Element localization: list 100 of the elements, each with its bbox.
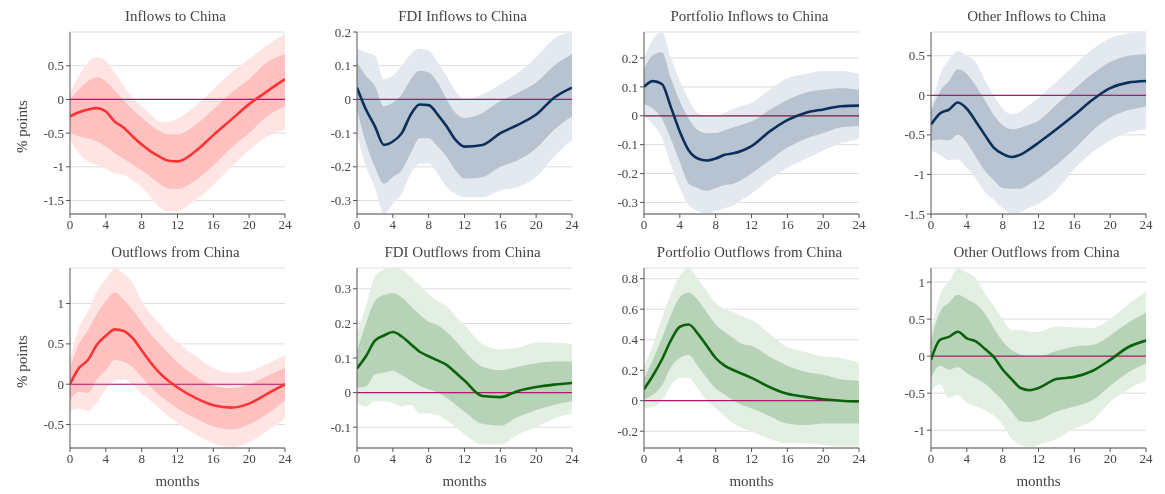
x-tick-label: 8 [712,217,719,233]
x-tick-label: 12 [1032,217,1045,233]
chart-title: Other Outflows from China [952,244,1121,262]
y-tick-label: -1.5 [43,193,64,209]
y-tick-label: 1 [918,274,925,290]
y-tick-label: 0 [344,92,351,108]
x-tick-label: 4 [963,217,971,233]
x-tick-label: 12 [1032,451,1045,467]
x-tick-label: 8 [425,451,432,467]
x-tick-label: 24 [1139,451,1153,467]
x-tick-label: 20 [242,451,256,467]
x-tick-label: 4 [102,217,110,233]
x-tick-label: 16 [780,451,795,467]
x-tick-label: 24 [565,217,579,233]
x-tick-label: 4 [963,451,971,467]
y-tick-label: -1.5 [904,206,925,222]
y-tick-label: 0 [57,92,64,108]
x-tick-label: 8 [138,451,145,467]
y-tick-label: -1 [914,422,925,438]
x-tick-label: 8 [999,451,1006,467]
line-series [931,79,1146,159]
y-tick-label: 0.5 [908,311,925,327]
chart-title: Portfolio Inflows to China [669,8,830,26]
chart-title: FDI Outflows from China [383,244,542,262]
x-tick-label: 24 [1139,217,1153,233]
x-tick-label: 8 [425,217,432,233]
x-tick-label: 20 [529,217,543,233]
x-tick-label: 4 [389,217,397,233]
line-series [644,79,859,162]
y-tick-label: 0 [918,87,925,103]
y-tick-label: -0.3 [617,195,638,211]
y-tick-label: -1 [53,159,64,175]
y-tick-label: 0.2 [621,362,638,378]
y-tick-label: -0.2 [330,159,351,175]
x-tick-label: 24 [852,217,866,233]
chart-title: Portfolio Outflows from China [655,244,844,262]
y-tick-label: 0 [918,348,925,364]
y-tick-label: -0.5 [43,417,64,433]
x-tick-label: 4 [389,451,397,467]
x-tick-label: 16 [493,217,508,233]
x-tick-label: 16 [1067,451,1082,467]
y-tick-label: -0.1 [617,137,638,153]
x-tick-label: 24 [852,451,866,467]
y-tick-label: -0.2 [617,166,638,182]
x-tick-label: 20 [242,217,256,233]
y-tick-label: 0.1 [334,350,351,366]
y-tick-label: 0.2 [334,316,351,331]
x-tick-label: 20 [816,451,830,467]
line-series [357,86,572,148]
x-tick-label: 12 [745,451,758,467]
y-tick-label: 0 [631,108,638,124]
x-tick-label: 20 [1103,451,1117,467]
y-tick-label: 0.3 [334,281,351,297]
y-tick-label: -0.3 [330,193,351,209]
x-axis-title: months [155,473,200,489]
y-tick-label: 0.2 [334,24,351,40]
y-tick-label: 0.5 [47,336,64,352]
x-tick-label: 12 [171,217,184,233]
x-tick-label: 16 [1067,217,1082,233]
x-tick-label: 12 [458,217,471,233]
y-tick-label: 0.2 [621,50,638,66]
chart-title: Other Inflows to China [966,8,1107,26]
y-tick-label: 0 [631,393,638,409]
x-tick-label: 16 [780,217,795,233]
x-tick-label: 12 [458,451,471,467]
x-tick-label: 20 [1103,217,1117,233]
chart-title: Outflows from China [110,244,241,262]
x-axis-title: months [729,473,774,489]
x-tick-label: 24 [278,217,292,233]
line-series [357,330,572,399]
y-axis-title: % points [14,334,31,388]
y-tick-label: 1 [57,296,64,312]
x-axis-title: months [1016,473,1061,489]
y-tick-label: 0.1 [621,79,638,95]
y-tick-label: -0.5 [43,125,64,141]
chart-title: FDI Inflows to China [398,8,527,24]
x-tick-label: 24 [278,451,292,467]
y-tick-label: -1 [914,167,925,183]
x-tick-label: 20 [529,451,543,467]
y-tick-label: -0.2 [617,423,638,439]
line-series [931,330,1146,392]
y-tick-label: -0.5 [904,127,925,143]
y-tick-label: 0 [57,376,64,392]
x-tick-label: 12 [745,217,758,233]
x-tick-label: 16 [493,451,508,467]
y-tick-label: 0 [344,385,351,401]
x-tick-label: 16 [206,217,221,233]
x-tick-label: 16 [206,451,221,467]
x-tick-label: 20 [816,217,830,233]
y-tick-label: 0.8 [621,271,638,287]
x-tick-label: 4 [102,451,110,467]
x-tick-label: 8 [712,451,719,467]
y-tick-label: 0.5 [908,48,925,64]
x-tick-label: 8 [999,217,1006,233]
y-axis-title: % points [14,99,31,153]
x-tick-label: 12 [171,451,184,467]
x-tick-label: 24 [565,451,579,467]
y-tick-label: 0.6 [621,301,639,317]
y-tick-label: -0.1 [330,125,351,141]
y-tick-label: 0.4 [621,332,639,348]
